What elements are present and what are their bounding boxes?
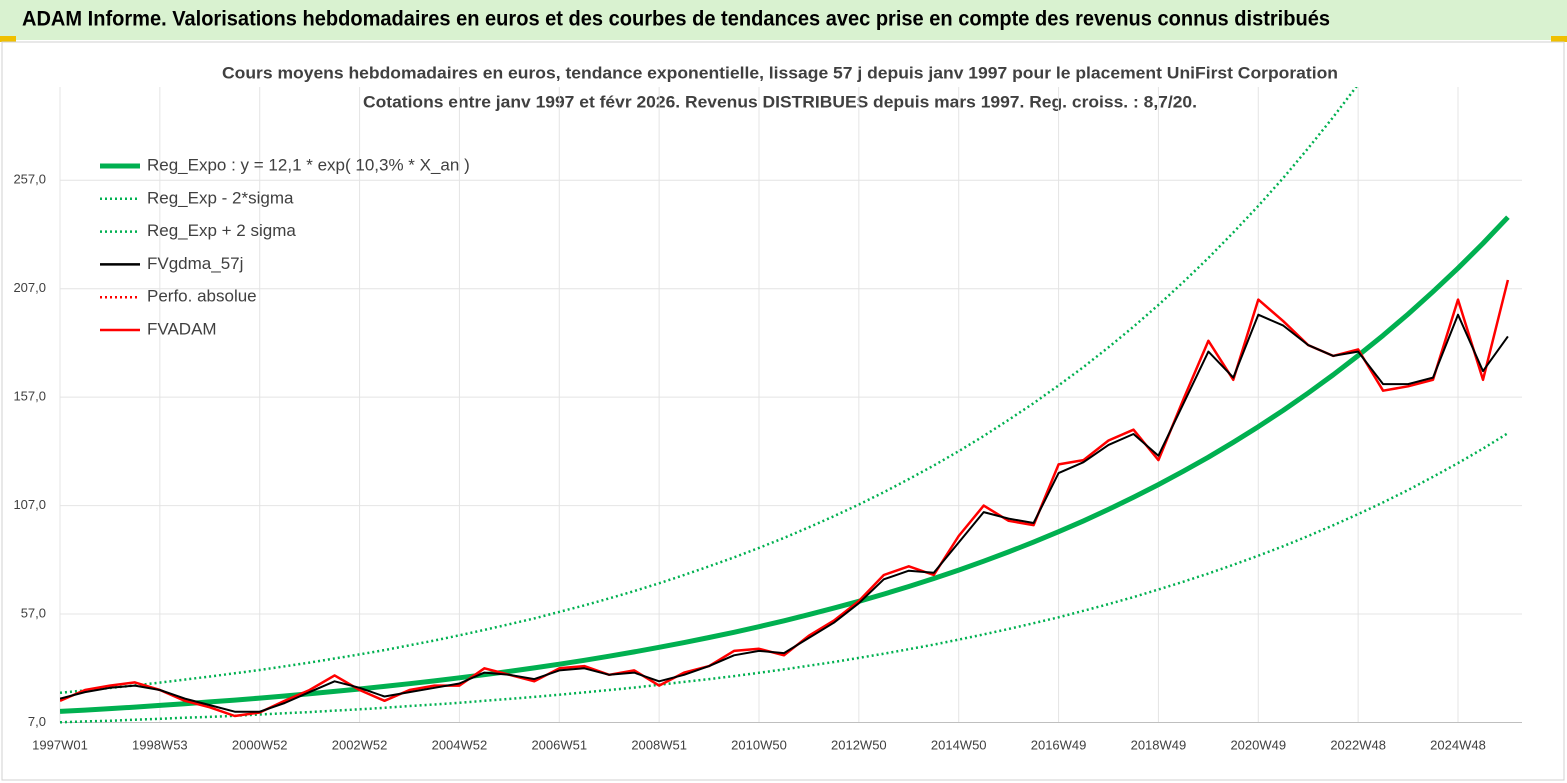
grid: 7,0 57,0 107,0 157,0 207,0 257,0 1997W01 1998W5…	[13, 87, 1522, 752]
x-tick-label: 2010W50	[731, 737, 787, 752]
x-tick-label: 2014W50	[931, 737, 987, 752]
legend-label: Reg_Exp + 2 sigma	[147, 221, 296, 240]
x-tick-label: 2008W51	[631, 737, 687, 752]
x-tick-label: 2018W49	[1131, 737, 1187, 752]
corner-mark	[1551, 36, 1567, 42]
header-bar	[0, 0, 1567, 40]
x-tick-label: 2012W50	[831, 737, 887, 752]
legend-label: Reg_Exp - 2*sigma	[147, 188, 294, 207]
legend-label: Reg_Expo : y = 12,1 * exp( 10,3% * X_an …	[147, 155, 470, 174]
x-tick-label: 1998W53	[132, 737, 188, 752]
x-tick-label: 2016W49	[1031, 737, 1087, 752]
x-tick-label: 2006W51	[531, 737, 587, 752]
x-tick-label: 2000W52	[232, 737, 288, 752]
x-tick-label: 2002W52	[332, 737, 388, 752]
chart-frame	[1, 41, 1565, 781]
chart-subtitle: Cotations entre janv 1997 et févr 2026. …	[363, 92, 1197, 111]
y-tick-label: 207,0	[13, 280, 46, 295]
chart-title: Cours moyens hebdomadaires en euros, ten…	[222, 63, 1338, 82]
x-tick-label: 2020W49	[1230, 737, 1286, 752]
y-tick-label: 157,0	[13, 389, 46, 404]
y-tick-label: 257,0	[13, 172, 46, 187]
legend-label: FVgdma_57j	[147, 254, 243, 273]
plot	[60, 87, 1510, 724]
x-tick-label: 2022W48	[1330, 737, 1386, 752]
legend-label: FVADAM	[147, 319, 217, 338]
series-line	[60, 432, 1509, 724]
y-tick-label: 57,0	[21, 605, 46, 620]
legend-label: Perfo. absolue	[147, 287, 257, 306]
x-tick-label: 1997W01	[32, 737, 88, 752]
series-line	[60, 279, 1510, 718]
series-line	[60, 313, 1509, 713]
x-tick-label: 2004W52	[432, 737, 488, 752]
corner-mark	[0, 36, 16, 42]
legend: Reg_Expo : y = 12,1 * exp( 10,3% * X_an …	[100, 155, 470, 338]
y-tick-label: 7,0	[28, 714, 46, 729]
y-tick-label: 107,0	[13, 497, 46, 512]
header-title: ADAM Informe. Valorisations hebdomadaire…	[22, 8, 1330, 31]
x-tick-label: 2024W48	[1430, 737, 1486, 752]
